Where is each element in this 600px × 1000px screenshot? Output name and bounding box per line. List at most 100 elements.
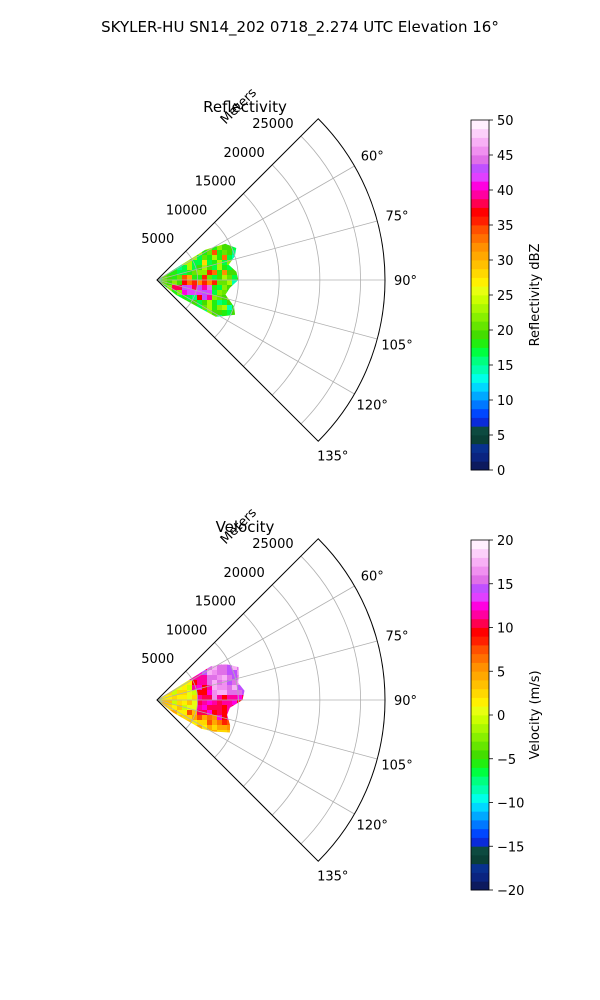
- colorbar-level: [471, 776, 489, 786]
- r-tick-label: 25000: [252, 537, 293, 552]
- colorbar-level: [471, 137, 489, 147]
- colorbar-level: [471, 688, 489, 698]
- colorbar-tick-label: 5: [497, 665, 505, 680]
- r-tick-label: 20000: [223, 566, 264, 581]
- colorbar-level: [471, 190, 489, 200]
- colorbar-tick-label: 0: [497, 709, 505, 724]
- colorbar-level: [471, 741, 489, 751]
- colorbar-level: [471, 557, 489, 567]
- colorbar-level: [471, 837, 489, 847]
- colorbar-level: [471, 321, 489, 331]
- colorbar: −20 −15 −10 −5 0 5 10 15 20 Velocity (m/s): [470, 534, 543, 899]
- angular-gridline: [156, 165, 355, 281]
- theta-tick-label: 135°: [317, 870, 348, 885]
- angular-gridline: [156, 699, 355, 815]
- r-tick-label: 25000: [252, 117, 293, 132]
- theta-tick-label: 135°: [317, 450, 348, 465]
- colorbar-tick-label: 40: [497, 184, 514, 199]
- colorbar-level: [471, 680, 489, 690]
- colorbar-level: [471, 662, 489, 672]
- colorbar-level: [471, 225, 489, 235]
- colorbar-level: [471, 120, 489, 130]
- colorbar-level: [471, 408, 489, 418]
- figure-suptitle: SKYLER-HU SN14_202 0718_2.274 UTC Elevat…: [101, 18, 499, 37]
- colorbar-level: [471, 277, 489, 287]
- theta-tick-label: 60°: [361, 150, 384, 165]
- colorbar-tick-label: 35: [497, 219, 514, 234]
- colorbar-level: [471, 426, 489, 436]
- colorbar-level: [471, 356, 489, 366]
- colorbar-level: [471, 758, 489, 768]
- angular-gridline: [156, 699, 378, 760]
- colorbar-level: [471, 750, 489, 760]
- r-tick-label: 5000: [141, 652, 174, 667]
- colorbar-level: [471, 146, 489, 156]
- angular-gridline: [156, 585, 355, 701]
- colorbar-level: [471, 382, 489, 392]
- colorbar-level: [471, 627, 489, 637]
- polar-frame: [156, 538, 386, 862]
- colorbar-level: [471, 260, 489, 270]
- theta-tick-label: 90°: [394, 694, 417, 709]
- r-tick-label: 10000: [166, 623, 207, 638]
- colorbar-level: [471, 435, 489, 445]
- colorbar-level: [471, 461, 489, 471]
- colorbar-level: [471, 540, 489, 550]
- colorbar-level: [471, 802, 489, 812]
- colorbar-level: [471, 645, 489, 655]
- colorbar-level: [471, 338, 489, 348]
- theta-tick-label: 75°: [386, 210, 409, 225]
- colorbar-level: [471, 855, 489, 865]
- colorbar-level: [471, 286, 489, 296]
- colorbar-level: [471, 181, 489, 191]
- theta-tick-label: 75°: [386, 630, 409, 645]
- colorbar-level: [471, 820, 489, 830]
- theta-tick-label: 120°: [357, 398, 388, 413]
- colorbar-tick-label: 20: [497, 324, 514, 339]
- colorbar-level: [471, 172, 489, 182]
- colorbar-tick-label: 10: [497, 394, 514, 409]
- colorbar-level: [471, 636, 489, 646]
- colorbar-tick-label: 30: [497, 254, 514, 269]
- colorbar-level: [471, 233, 489, 243]
- r-tick-label: 5000: [141, 232, 174, 247]
- colorbar-level: [471, 548, 489, 558]
- colorbar-level: [471, 846, 489, 856]
- colorbar-tick-label: 15: [497, 578, 514, 593]
- colorbar-level: [471, 863, 489, 873]
- colorbar-level: [471, 811, 489, 821]
- colorbar-level: [471, 207, 489, 217]
- colorbar-level: [471, 575, 489, 585]
- colorbar-level: [471, 295, 489, 305]
- colorbar-level: [471, 793, 489, 803]
- colorbar-tick-label: 45: [497, 149, 514, 164]
- colorbar-level: [471, 723, 489, 733]
- panel-title: Velocity: [216, 518, 275, 536]
- colorbar-level: [471, 697, 489, 707]
- colorbar-level: [471, 373, 489, 383]
- colorbar-level: [471, 216, 489, 226]
- colorbar-tick-label: 5: [497, 429, 505, 444]
- colorbar-level: [471, 592, 489, 602]
- r-tick-label: 20000: [223, 146, 264, 161]
- colorbar-level: [471, 732, 489, 742]
- colorbar-level: [471, 583, 489, 593]
- colorbar-tick-label: 20: [497, 534, 514, 549]
- colorbar-level: [471, 872, 489, 882]
- panel-title: Reflectivity: [203, 98, 287, 116]
- colorbar-level: [471, 767, 489, 777]
- colorbar-level: [471, 601, 489, 611]
- angular-gridline: [156, 279, 355, 395]
- colorbar-level: [471, 828, 489, 838]
- colorbar-tick-label: −10: [497, 797, 524, 812]
- theta-tick-label: 120°: [357, 818, 388, 833]
- colorbar-level: [471, 706, 489, 716]
- colorbar-tick-label: 50: [497, 114, 514, 129]
- colorbar-level: [471, 400, 489, 410]
- colorbar-tick-label: −5: [497, 753, 516, 768]
- theta-tick-label: 105°: [381, 338, 412, 353]
- colorbar-tick-label: 0: [497, 464, 505, 479]
- colorbar-level: [471, 303, 489, 313]
- colorbar-level: [471, 618, 489, 628]
- colorbar-level: [471, 391, 489, 401]
